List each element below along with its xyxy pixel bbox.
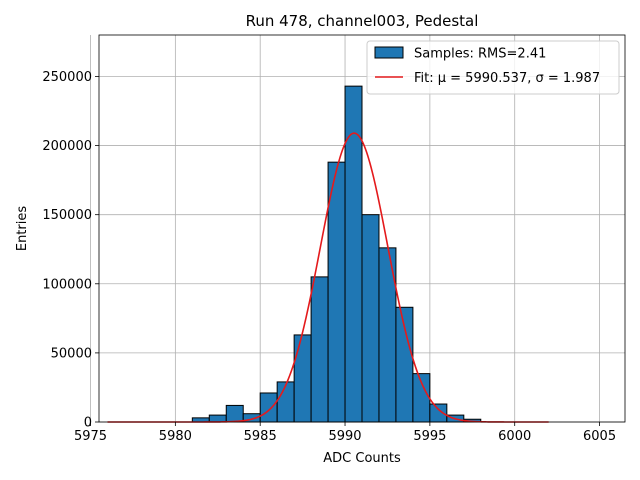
- x-tick-label: 5995: [413, 429, 446, 444]
- x-tick-label: 5980: [159, 429, 192, 444]
- x-tick-label: 5985: [244, 429, 277, 444]
- y-tick-label: 150000: [42, 208, 92, 223]
- legend-box: [366, 40, 620, 95]
- plot-frame: [98, 34, 626, 423]
- y-tick-label: 0: [84, 416, 92, 431]
- histogram-bar: [225, 404, 244, 423]
- histogram-bar: [327, 161, 346, 423]
- legend-label-histogram: Samples: RMS=2.41: [414, 47, 546, 62]
- x-tick-label: 6005: [583, 429, 616, 444]
- histogram-bars: [191, 85, 482, 423]
- y-tick-label: 200000: [42, 139, 92, 154]
- y-tick-label: 50000: [51, 346, 92, 361]
- x-tick-label: 5975: [74, 429, 107, 444]
- x-axis-ticks: 5975 5980 5985 5990 5995 6000 6005: [74, 422, 616, 444]
- legend: Samples: RMS=2.41 Fit: μ = 5990.537, σ =…: [366, 40, 620, 95]
- y-axis-label: Entries: [15, 206, 30, 252]
- histogram-bar: [208, 414, 227, 423]
- x-tick-label: 6000: [498, 429, 531, 444]
- legend-swatch-histogram: [374, 46, 404, 59]
- histogram-bar: [276, 381, 295, 423]
- y-axis-ticks: 0 50000 100000 150000 200000 250000: [42, 70, 99, 431]
- legend-label-fit: Fit: μ = 5990.537, σ = 1.987: [414, 71, 600, 86]
- histogram-bar: [361, 214, 380, 423]
- histogram-bar: [310, 276, 329, 423]
- y-tick-label: 250000: [42, 70, 92, 85]
- histogram-bar: [293, 334, 312, 423]
- x-tick-label: 5990: [328, 429, 361, 444]
- y-tick-label: 100000: [42, 277, 92, 292]
- x-axis-label: ADC Counts: [323, 451, 401, 466]
- chart-title: Run 478, channel003, Pedestal: [246, 12, 479, 30]
- histogram-bar: [259, 392, 278, 423]
